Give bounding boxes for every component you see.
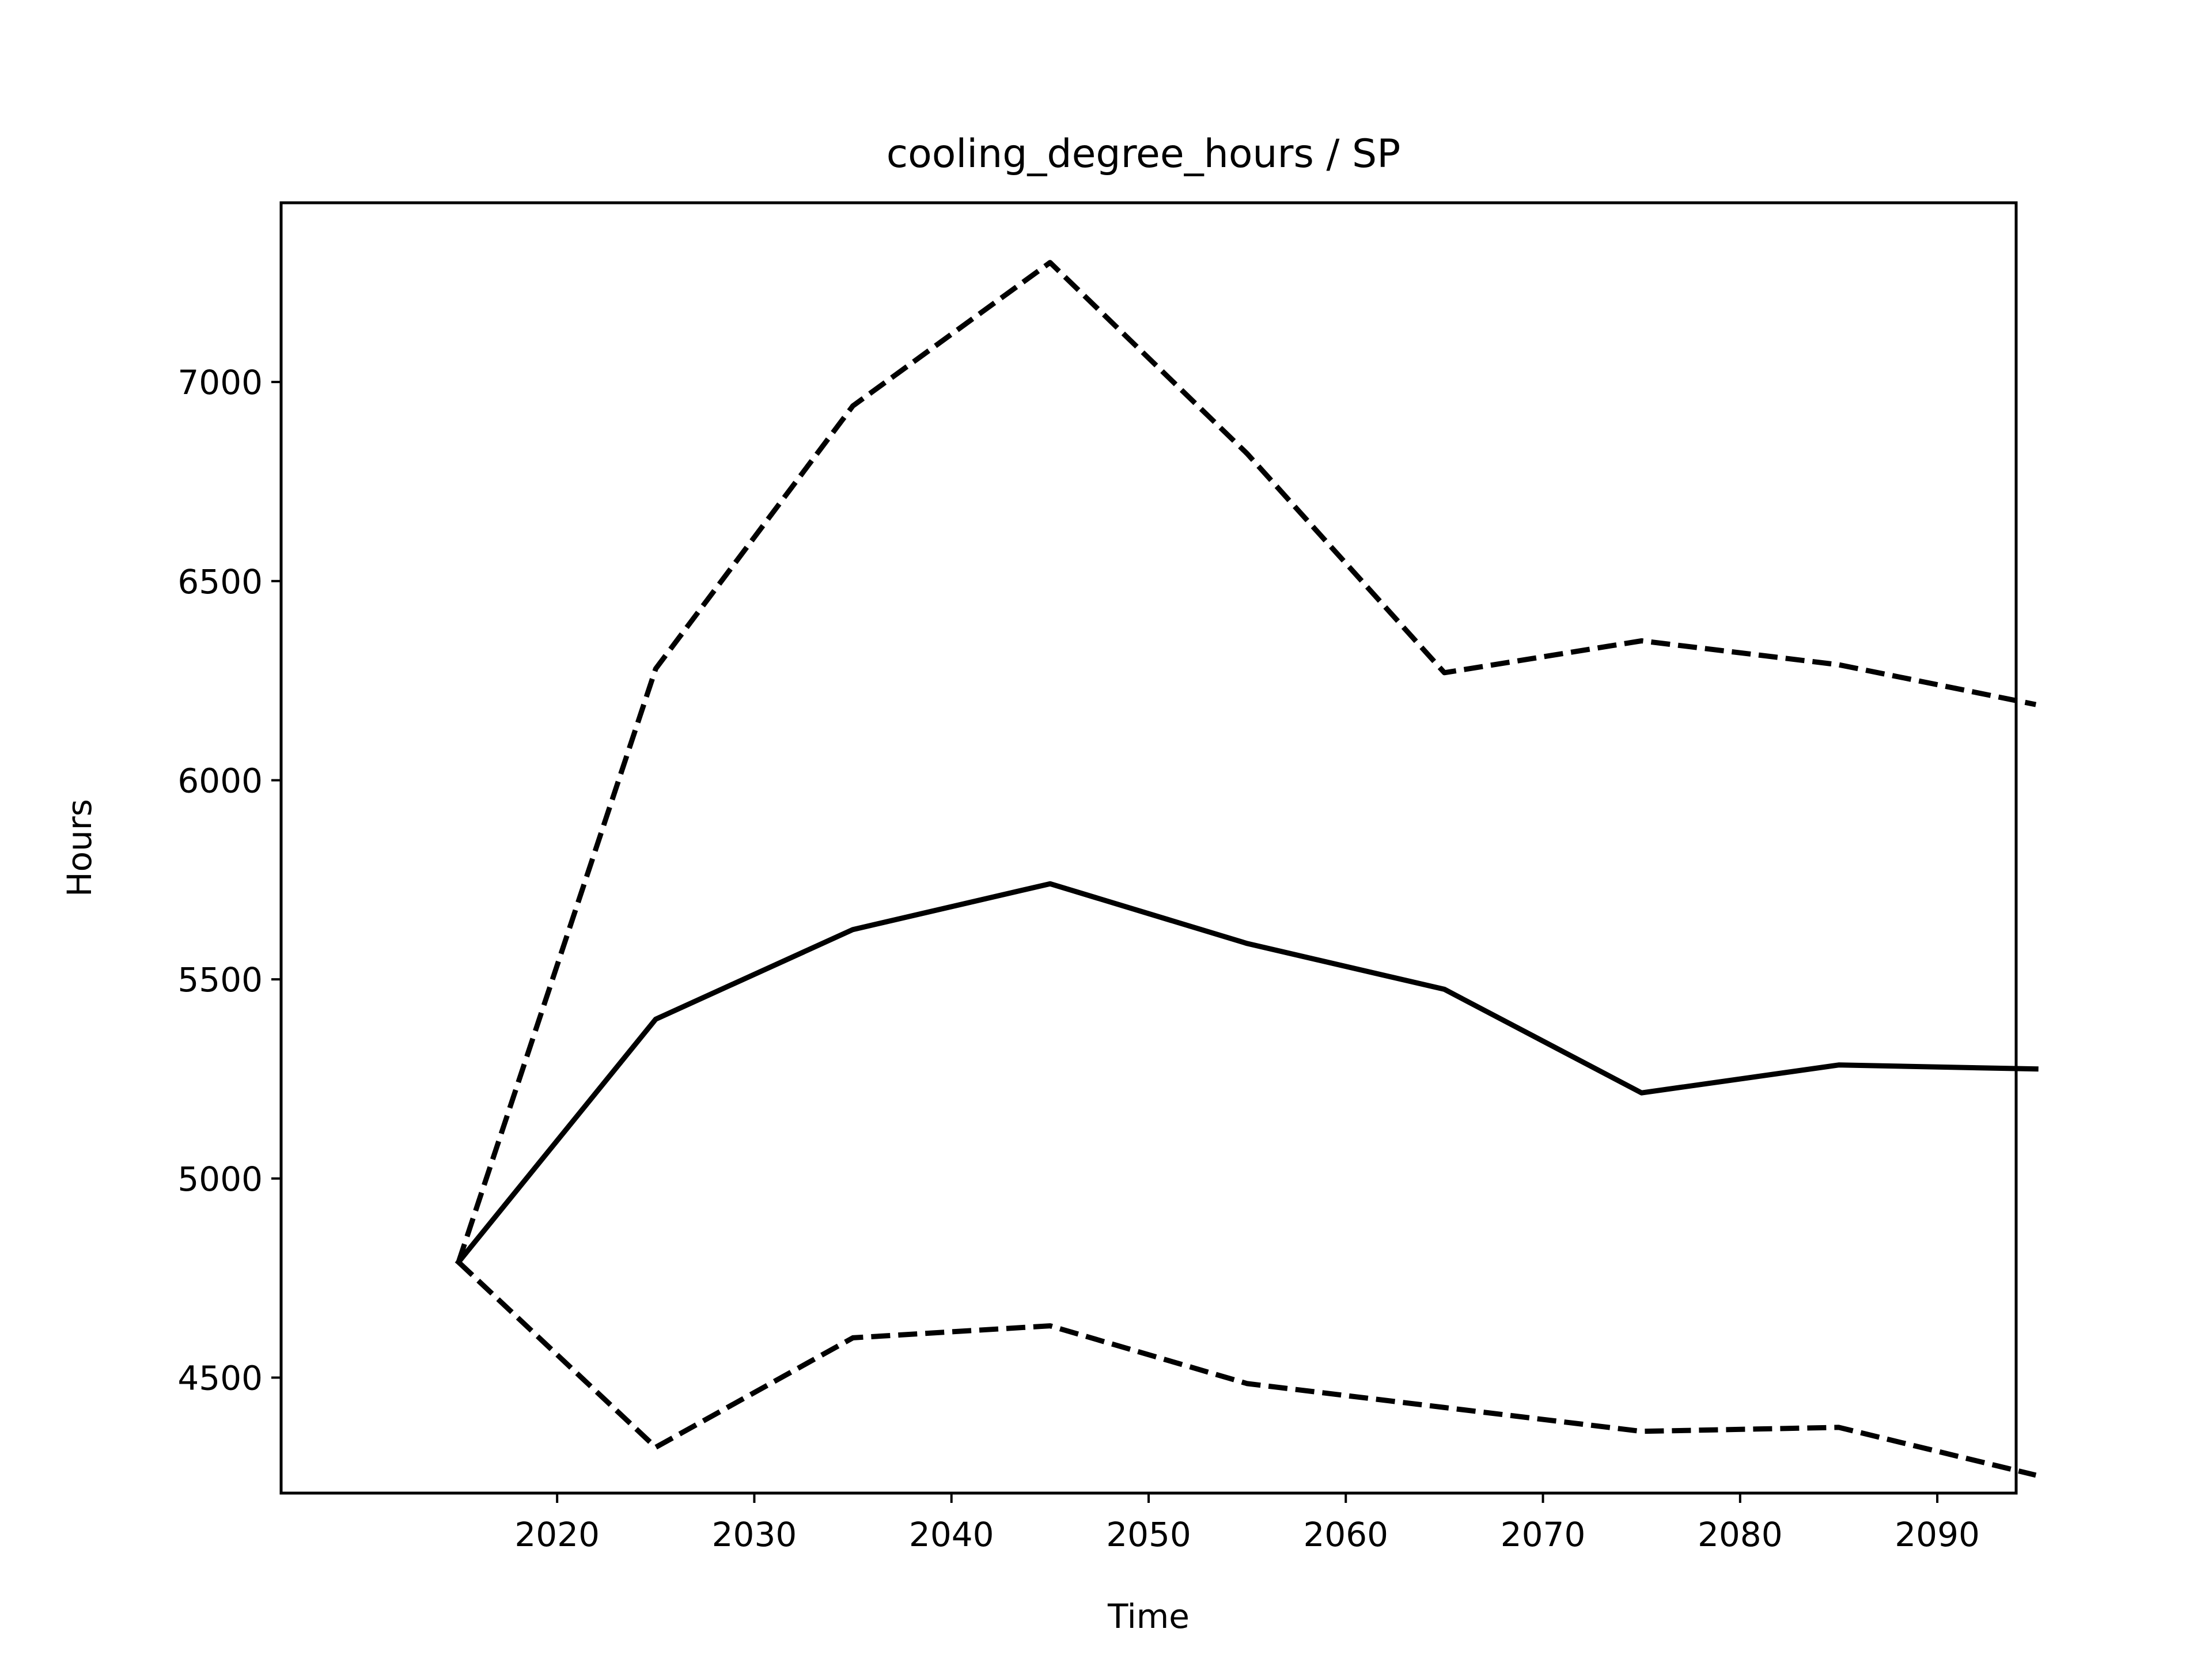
x-axis-label: Time — [1107, 1597, 1190, 1636]
y-axis: 4500 5000 5500 6000 6500 7000 — [177, 363, 281, 1398]
plot-area — [454, 260, 2039, 1478]
x-tick-label: 2080 — [1698, 1515, 1783, 1554]
y-axis-label: Hours — [60, 799, 99, 897]
chart-title: cooling_degree_hours / SP — [887, 131, 1400, 177]
y-tick-label: 5500 — [177, 960, 263, 999]
y-tick-label: 6000 — [177, 761, 263, 800]
y-tick-label: 6500 — [177, 562, 263, 601]
x-tick-label: 2070 — [1501, 1515, 1586, 1554]
dashed-series-line-1 — [456, 260, 2037, 1263]
x-tick-label: 2040 — [909, 1515, 994, 1554]
x-tick-label: 2020 — [514, 1515, 600, 1554]
x-tick-label: 2090 — [1895, 1515, 1980, 1554]
x-axis: 2020 2030 2040 2050 2060 2070 2080 2090 — [514, 1493, 1980, 1554]
solid-series-line-0 — [454, 881, 2039, 1266]
y-tick-label: 5000 — [177, 1160, 263, 1199]
y-tick-label: 4500 — [177, 1359, 263, 1398]
dashed-series-line-2 — [456, 1260, 2037, 1478]
x-tick-label: 2050 — [1106, 1515, 1191, 1554]
x-tick-label: 2030 — [712, 1515, 797, 1554]
x-tick-label: 2060 — [1303, 1515, 1388, 1554]
plot-frame — [279, 201, 2018, 1495]
y-tick-label: 7000 — [177, 363, 263, 402]
